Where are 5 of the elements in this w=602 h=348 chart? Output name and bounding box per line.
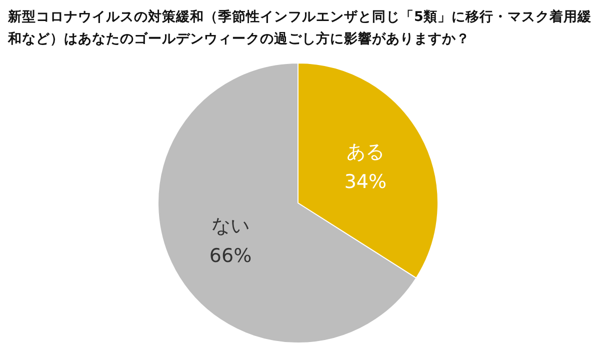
chart-title: 新型コロナウイルスの対策緩和（季節性インフルエンザと同じ「5類」に移行・マスク着用緩和など）はあなたのゴールデンウィークの過ごし方に影響がありますか？ bbox=[8, 8, 592, 49]
slice-label: ない bbox=[212, 215, 250, 238]
slice-label: ある bbox=[346, 140, 384, 163]
data-label: 66% bbox=[209, 245, 252, 268]
data-label: 34% bbox=[344, 170, 387, 193]
